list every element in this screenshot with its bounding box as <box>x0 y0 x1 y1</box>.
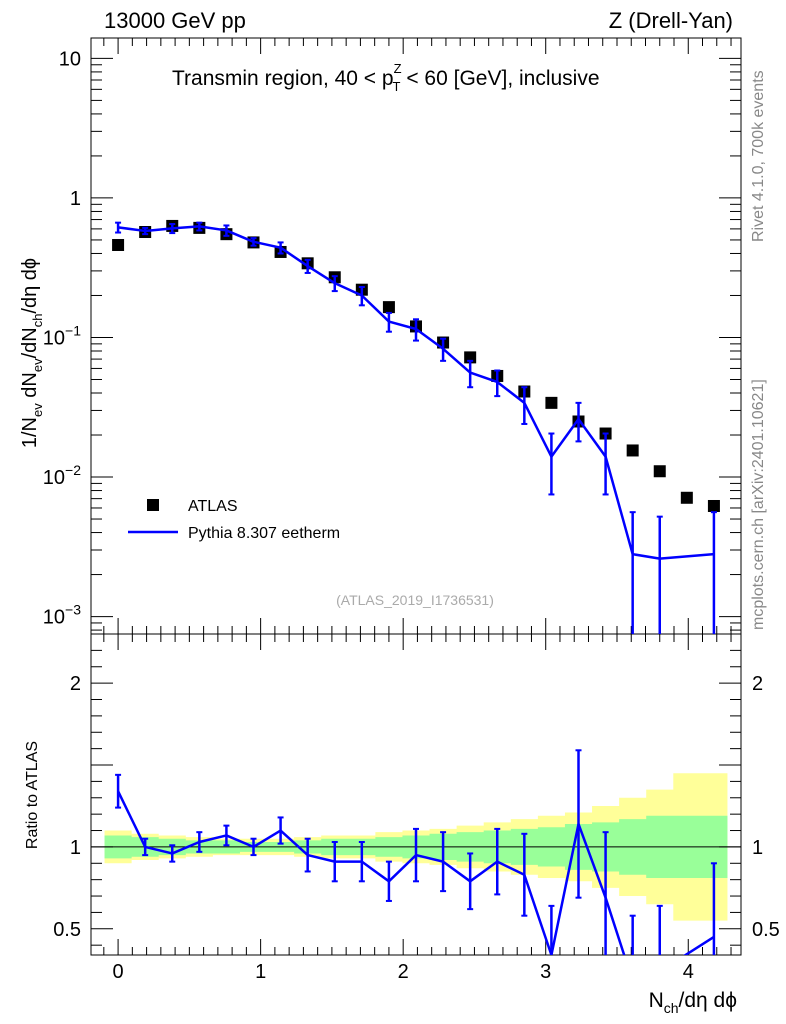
atlas-data-point <box>707 499 720 512</box>
legend-pythia-label: Pythia 8.307 eetherm <box>188 525 340 542</box>
legend-atlas-marker <box>147 499 159 511</box>
axes: 0 1 2 3 4 10−3 10−2 10−1 1 10 0.5 0.5 1 1 2 2 <box>43 37 780 983</box>
plot-title-start: Transmin region, 40 < p <box>172 67 394 90</box>
ratio-plot-frame <box>90 633 742 956</box>
main-plot-marks <box>112 219 720 634</box>
ratio-y-tick-label-right: 2 <box>752 673 763 695</box>
main-y-axis-label: 1/Nev dNev/dNch/dη dϕ <box>19 258 45 448</box>
y-tick-label: 10 <box>59 48 81 70</box>
plot-title: Transmin region, 40 < pZ T < 60 [GeV], in… <box>172 61 600 94</box>
atlas-data-point <box>626 444 639 457</box>
atlas-data-point <box>545 396 558 409</box>
ratio-y-tick-label-right: 1 <box>752 837 763 859</box>
x-tick-label: 2 <box>398 961 409 983</box>
mcplots-label: mcplots.cern.ch [arXiv:2401.10621] <box>750 379 767 630</box>
y-tick-label: 10−1 <box>43 322 81 349</box>
y-tick-label: 1 <box>70 188 81 210</box>
rivet-version-label: Rivet 4.1.0, 700k events <box>750 70 767 242</box>
atlas-data-point <box>112 238 125 251</box>
plot-title-end: < 60 [GeV], inclusive <box>401 67 600 90</box>
plot-title-sub: T <box>393 79 401 94</box>
ratio-y-tick-label-left: 2 <box>70 673 81 695</box>
ratio-y-tick-label-right: 0.5 <box>752 919 780 941</box>
legend-atlas-label: ATLAS <box>188 498 238 515</box>
ratio-pythia-line <box>116 790 715 955</box>
y-tick-label: 10−3 <box>43 602 81 629</box>
x-tick-label: 4 <box>683 961 694 983</box>
chart-marks <box>112 219 720 955</box>
plot-title-sup: Z <box>394 61 402 76</box>
y-tick-label: 10−2 <box>43 462 81 489</box>
x-tick-label: 3 <box>540 961 551 983</box>
analysis-tag: (ATLAS_2019_I1736531) <box>336 592 494 608</box>
atlas-data-point <box>680 491 693 504</box>
pythia-line <box>117 225 715 560</box>
x-tick-label: 1 <box>255 961 266 983</box>
atlas-data-point <box>382 301 395 314</box>
x-axis-label: Nch/dη dϕ <box>649 989 737 1016</box>
header-right: Z (Drell-Yan) <box>609 8 733 33</box>
ratio-plot-marks <box>115 749 717 955</box>
atlas-data-point <box>653 465 666 478</box>
x-tick-label: 0 <box>113 961 124 983</box>
ratio-y-axis-label: Ratio to ATLAS <box>24 741 41 849</box>
ratio-y-tick-label-left: 0.5 <box>53 919 81 941</box>
ratio-y-tick-label-left: 1 <box>70 837 81 859</box>
header-left: 13000 GeV pp <box>104 8 246 33</box>
